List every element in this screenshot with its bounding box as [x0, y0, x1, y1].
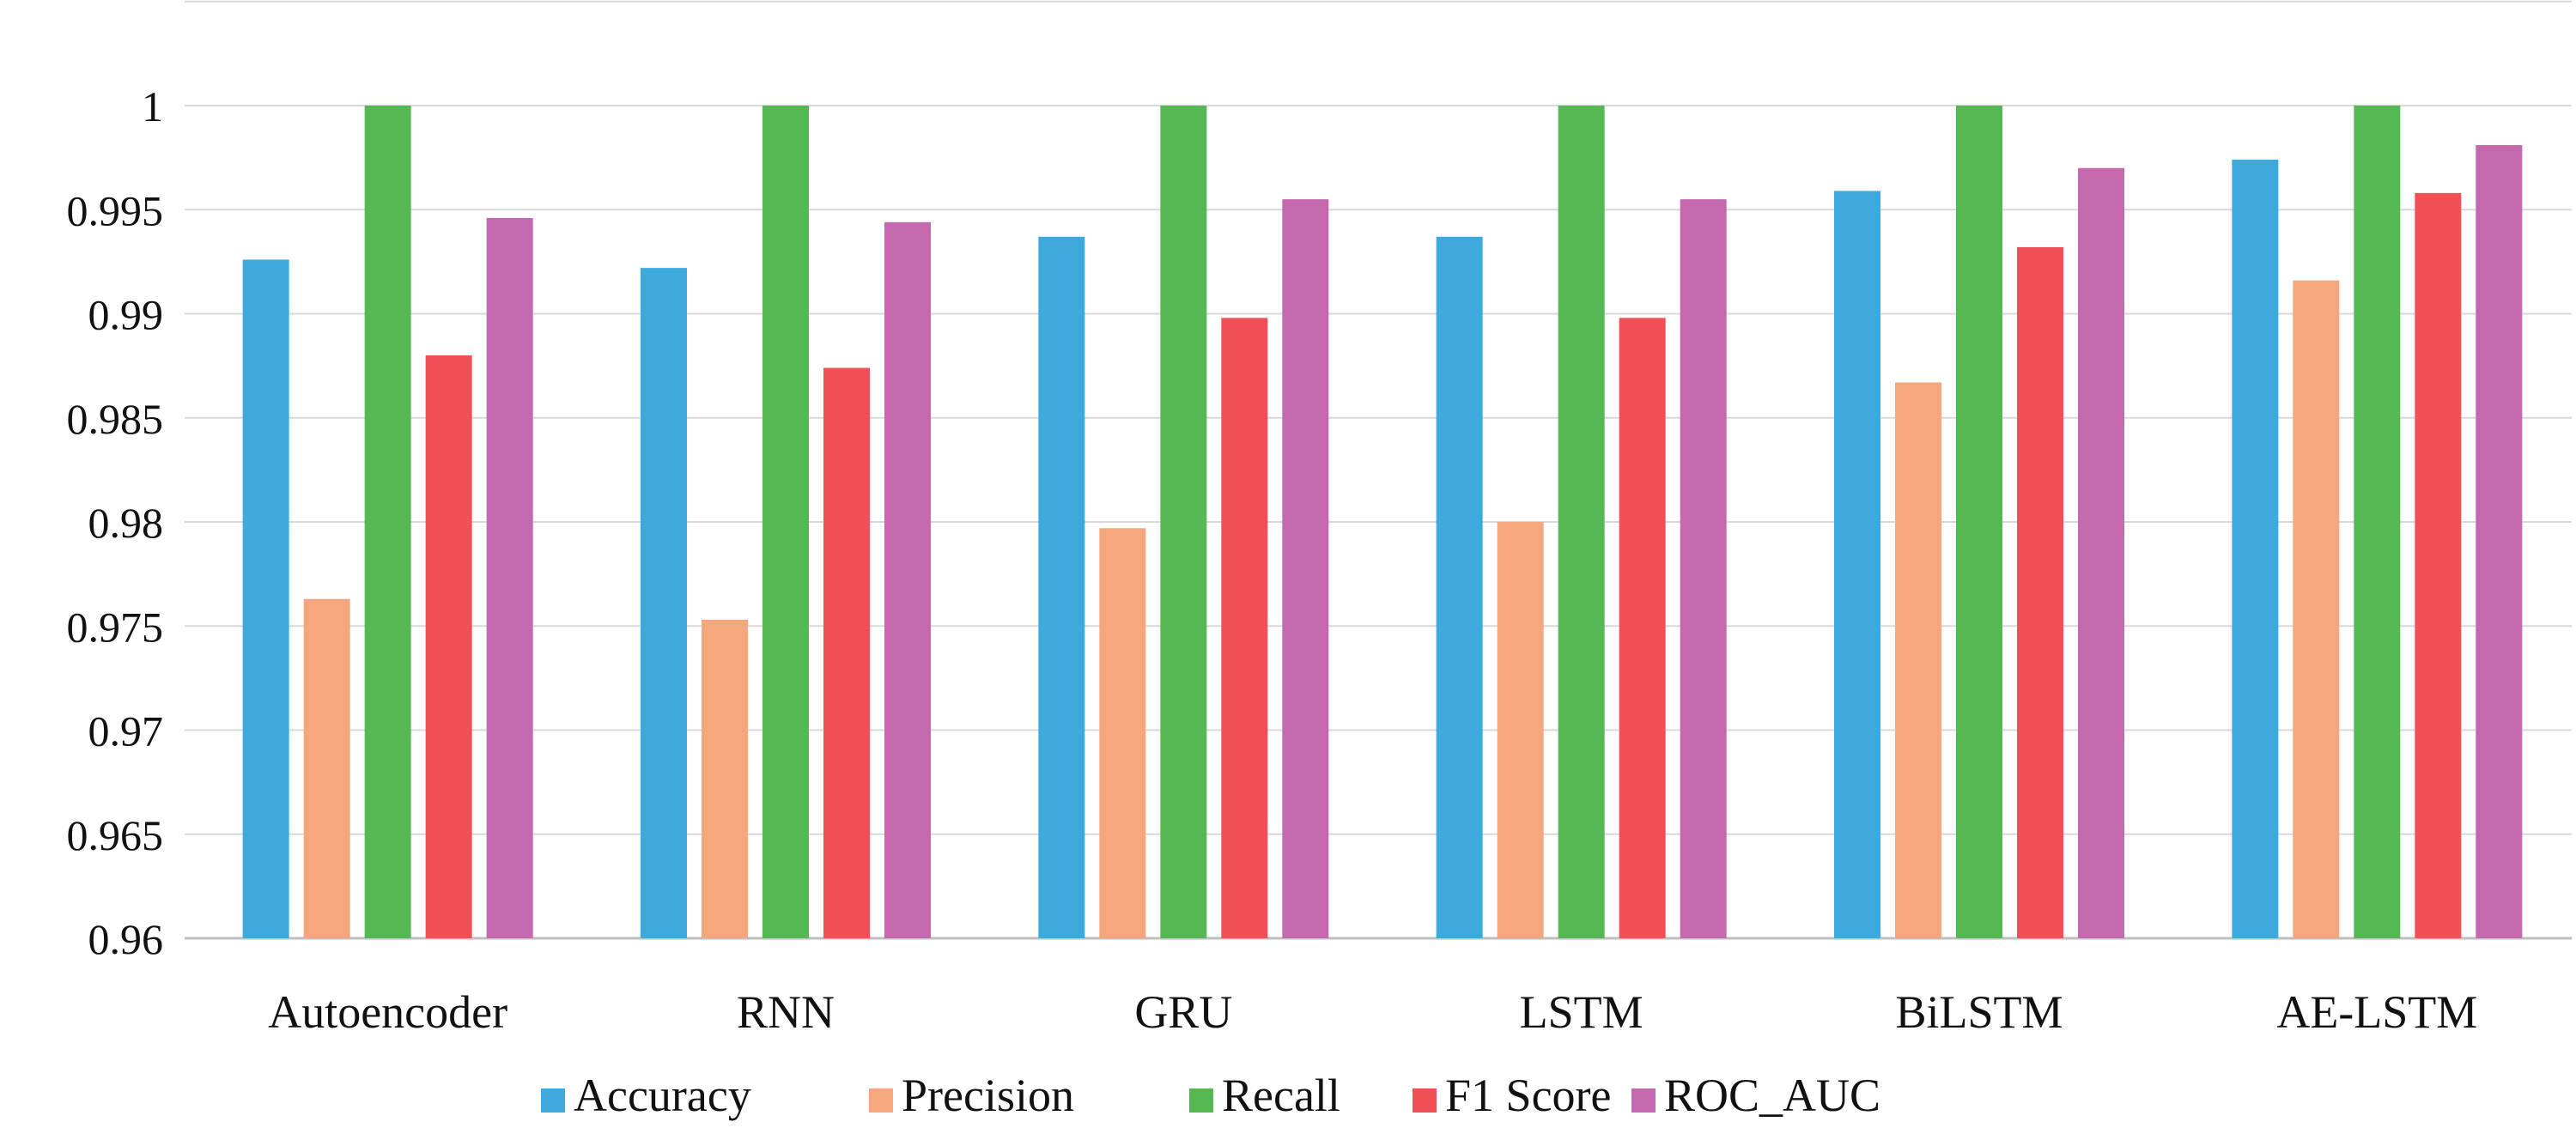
- legend-label: Recall: [1222, 1070, 1340, 1121]
- bar-f1-score-rnn: [823, 367, 870, 938]
- y-tick-label: 0.98: [88, 499, 164, 547]
- y-tick-label: 0.99: [88, 291, 164, 339]
- bar-roc-auc-ae-lstm: [2476, 145, 2523, 938]
- bar-precision-lstm: [1497, 522, 1544, 938]
- legend-label: Accuracy: [574, 1070, 751, 1121]
- bar-f1-score-lstm: [1619, 318, 1666, 939]
- bar-accuracy-rnn: [641, 268, 687, 938]
- bar-precision-ae-lstm: [2293, 280, 2340, 938]
- bar-f1-score-ae-lstm: [2415, 192, 2462, 939]
- bars: [242, 106, 2523, 939]
- bar-accuracy-gru: [1038, 236, 1085, 938]
- bar-recall-rnn: [762, 106, 809, 938]
- bar-roc-auc-bilstm: [2078, 167, 2124, 938]
- legend-swatch: [1413, 1088, 1437, 1113]
- x-tick-label: Autoencoder: [268, 986, 507, 1038]
- x-tick-label: GRU: [1134, 986, 1232, 1038]
- bar-precision-autoencoder: [303, 598, 350, 938]
- bar-recall-lstm: [1558, 106, 1605, 938]
- bar-roc-auc-autoencoder: [486, 217, 533, 938]
- bar-roc-auc-gru: [1282, 199, 1329, 938]
- y-tick-label: 0.975: [67, 603, 164, 651]
- legend-label: F1 Score: [1445, 1070, 1611, 1121]
- bar-precision-bilstm: [1895, 382, 1941, 938]
- x-tick-label: RNN: [737, 986, 835, 1038]
- legend-label: Precision: [902, 1070, 1074, 1121]
- y-tick-label: 0.97: [88, 707, 164, 755]
- bar-accuracy-lstm: [1436, 236, 1483, 938]
- x-tick-label: BiLSTM: [1895, 986, 2063, 1038]
- bar-accuracy-autoencoder: [242, 259, 289, 938]
- bar-roc-auc-rnn: [884, 221, 931, 938]
- bar-recall-autoencoder: [364, 106, 411, 938]
- bar-recall-bilstm: [1956, 106, 2002, 938]
- bar-precision-rnn: [702, 619, 748, 938]
- y-tick-label: 0.995: [67, 186, 164, 234]
- bar-recall-ae-lstm: [2354, 106, 2401, 938]
- y-tick-label: 1: [142, 82, 163, 130]
- y-tick-label: 0.96: [88, 915, 164, 963]
- legend: Accuracy Precision Recall F1 Score ROC_AUC: [541, 1070, 1880, 1121]
- bar-f1-score-gru: [1221, 318, 1268, 939]
- bar-f1-score-autoencoder: [425, 355, 472, 938]
- legend-swatch: [869, 1088, 893, 1113]
- bar-recall-gru: [1160, 106, 1207, 938]
- y-tick-label: 0.985: [67, 395, 164, 443]
- bar-roc-auc-lstm: [1680, 199, 1727, 938]
- x-tick-label: LSTM: [1520, 986, 1643, 1038]
- bar-f1-score-bilstm: [2017, 246, 2063, 938]
- legend-swatch: [541, 1088, 565, 1113]
- legend-swatch: [1189, 1088, 1213, 1113]
- bar-accuracy-ae-lstm: [2232, 160, 2279, 939]
- y-tick-label: 0.965: [67, 811, 164, 859]
- legend-swatch: [1631, 1088, 1656, 1113]
- axes: 0.96 0.965 0.97 0.975 0.98 0.985 0.99 0.995 1 Aut…: [67, 82, 2478, 1038]
- x-tick-label: AE-LSTM: [2276, 986, 2477, 1038]
- bar-accuracy-bilstm: [1834, 191, 1880, 939]
- gridlines: [185, 0, 2572, 940]
- bar-precision-gru: [1099, 528, 1146, 938]
- legend-label: ROC_AUC: [1664, 1070, 1880, 1121]
